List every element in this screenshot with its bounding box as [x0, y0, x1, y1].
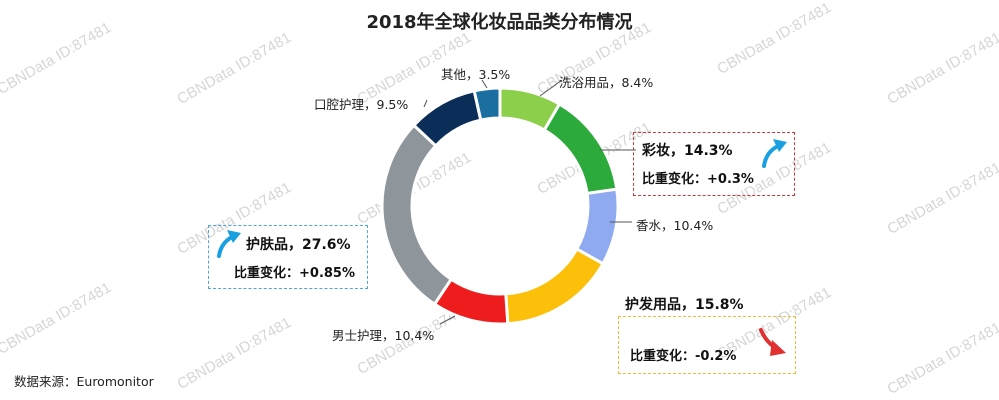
makeup-callout-box — [633, 132, 795, 196]
chart-title: 2018年全球化妆品品类分布情况 — [366, 12, 633, 33]
skincare-change-text: 比重变化：+0.85% — [234, 266, 355, 281]
slice-label-other: 其他，3.5% — [441, 67, 511, 82]
arrow-up-icon — [762, 139, 787, 168]
slice-label-skincare: 护肤品，27.6% — [246, 237, 351, 253]
slice-label-fragrance: 香水，10.4% — [636, 218, 714, 233]
slice-label-bath: 洗浴用品，8.4% — [559, 75, 654, 90]
makeup-change-text: 比重变化：+0.3% — [642, 172, 754, 187]
donut-slice-other — [472, 86, 502, 122]
arrow-up-icon — [217, 230, 241, 258]
data-source: 数据来源：Euromonitor — [14, 374, 154, 389]
haircare-callout-box — [618, 316, 796, 374]
donut-slice-makeup — [542, 102, 619, 196]
donut-slice-skincare — [380, 123, 454, 307]
slice-label-mens-care: 男士护理，10.4% — [332, 328, 435, 343]
donut-slice-haircare — [504, 246, 605, 326]
slice-label-haircare: 护发用品，15.8% — [625, 297, 744, 313]
skincare-callout-box — [208, 225, 368, 289]
slice-label-oral-care: 口腔护理，9.5% — [314, 97, 409, 112]
slice-label-makeup: 彩妆，14.3% — [642, 143, 733, 159]
haircare-change-text: 比重变化：-0.2% — [630, 349, 737, 364]
arrow-down-icon — [759, 328, 786, 356]
